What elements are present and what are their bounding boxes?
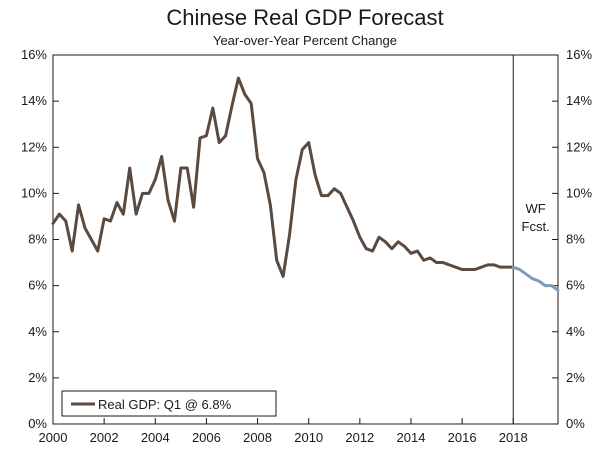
y-tick-label-right: 10% (566, 185, 592, 200)
forecast-gdp-line (511, 265, 560, 292)
x-tick-label: 2010 (294, 430, 323, 445)
actual-gdp-line (51, 76, 515, 278)
y-tick-label-left: 14% (21, 93, 47, 108)
x-tick-label: 2014 (397, 430, 426, 445)
y-tick-label-left: 6% (28, 278, 47, 293)
legend: Real GDP: Q1 @ 6.8% (61, 390, 277, 417)
chart-subtitle: Year-over-Year Percent Change (213, 33, 397, 48)
y-tick-label-left: 4% (28, 324, 47, 339)
y-tick-label-left: 0% (28, 416, 47, 431)
y-axis-right: 0% 2% 4% 6% 8% 10% 12% 14% 16% (552, 47, 592, 431)
y-tick-label-right: 6% (566, 278, 585, 293)
y-tick-label-right: 12% (566, 139, 592, 154)
plot-frame (52, 54, 559, 425)
chart-title: Chinese Real GDP Forecast (166, 5, 443, 30)
y-tick-label-right: 8% (566, 232, 585, 247)
y-tick-label-right: 14% (566, 93, 592, 108)
x-tick-label: 2008 (243, 430, 272, 445)
forecast-label-wf: WF (526, 201, 546, 216)
y-tick-label-left: 8% (28, 232, 47, 247)
y-axis-left: 0% 2% 4% 6% 8% 10% 12% 14% 16% (21, 47, 59, 431)
x-axis: 2000 2002 2004 2006 2008 2010 2012 2014 2016 2018 (39, 418, 528, 445)
y-tick-label-right: 16% (566, 47, 592, 62)
series-layer (51, 76, 560, 292)
forecast-label-fcst: Fcst. (522, 219, 550, 234)
y-tick-label-left: 16% (21, 47, 47, 62)
y-tick-label-left: 2% (28, 370, 47, 385)
x-tick-label: 2006 (192, 430, 221, 445)
y-tick-label-right: 4% (566, 324, 585, 339)
legend-box (61, 390, 277, 417)
y-tick-label-left: 10% (21, 185, 47, 200)
y-tick-label-left: 12% (21, 139, 47, 154)
x-tick-label: 2018 (499, 430, 528, 445)
x-tick-label: 2012 (345, 430, 374, 445)
x-tick-label: 2000 (39, 430, 68, 445)
x-tick-label: 2004 (141, 430, 170, 445)
x-tick-label: 2016 (448, 430, 477, 445)
y-tick-label-right: 2% (566, 370, 585, 385)
legend-label: Real GDP: Q1 @ 6.8% (98, 397, 232, 412)
x-tick-label: 2002 (90, 430, 119, 445)
y-tick-label-right: 0% (566, 416, 585, 431)
